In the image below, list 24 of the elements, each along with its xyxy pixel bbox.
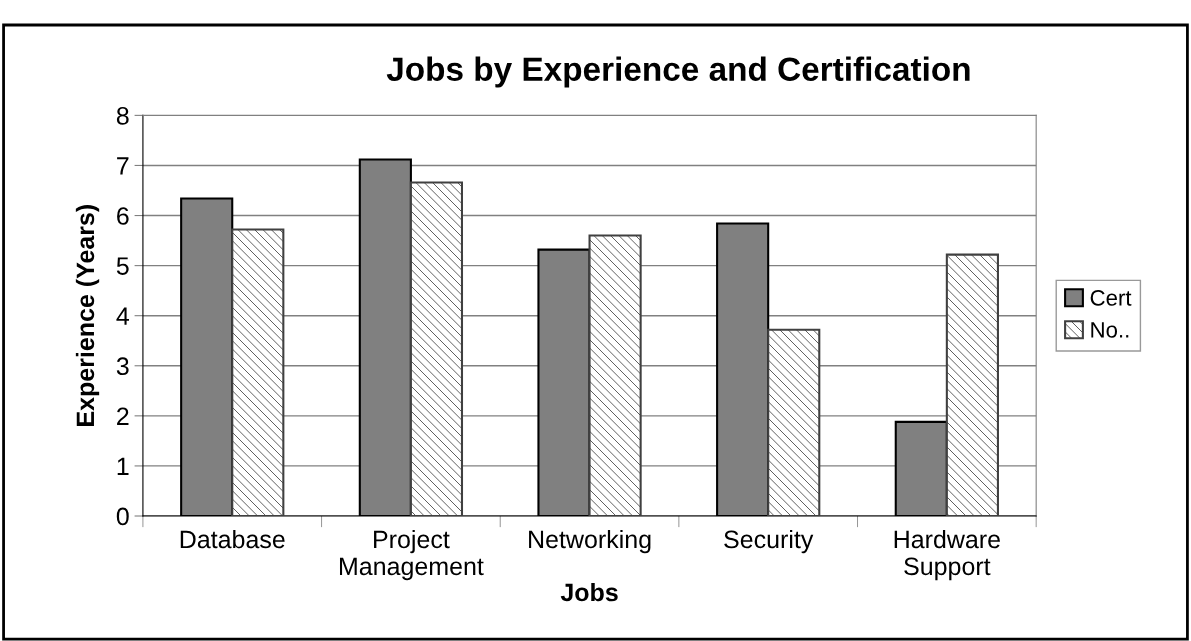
- y-tick-label: 3: [116, 357, 129, 376]
- y-tick-label: 2: [117, 407, 129, 425]
- y-tick-label: 7: [117, 157, 129, 175]
- chart-title: Jobs by Experience and Certification: [386, 56, 970, 88]
- y-axis-title: Experience (Years): [75, 205, 100, 426]
- bar: [945, 253, 999, 517]
- legend-label: No..: [1091, 322, 1129, 338]
- x-tick-label: Hardware Support: [894, 529, 1000, 581]
- y-tick-label: 8: [116, 106, 129, 125]
- y-tick-label: 4: [116, 307, 129, 325]
- y-tick-label: 0: [116, 507, 129, 526]
- x-tick-label: Security: [724, 529, 814, 554]
- bar: [767, 328, 821, 517]
- bar: [231, 228, 285, 517]
- bar: [588, 234, 642, 517]
- y-tick-label: 1: [117, 457, 129, 475]
- x-tick-label: Networking: [529, 529, 651, 554]
- x-tick-label: Project Management: [339, 529, 484, 581]
- x-axis-title: Jobs: [560, 582, 618, 602]
- y-tick-label: 6: [117, 207, 129, 225]
- legend-label: Cert: [1090, 290, 1132, 306]
- y-tick-label: 5: [116, 257, 129, 275]
- x-tick-label: Database: [180, 529, 285, 549]
- bar: [409, 181, 464, 517]
